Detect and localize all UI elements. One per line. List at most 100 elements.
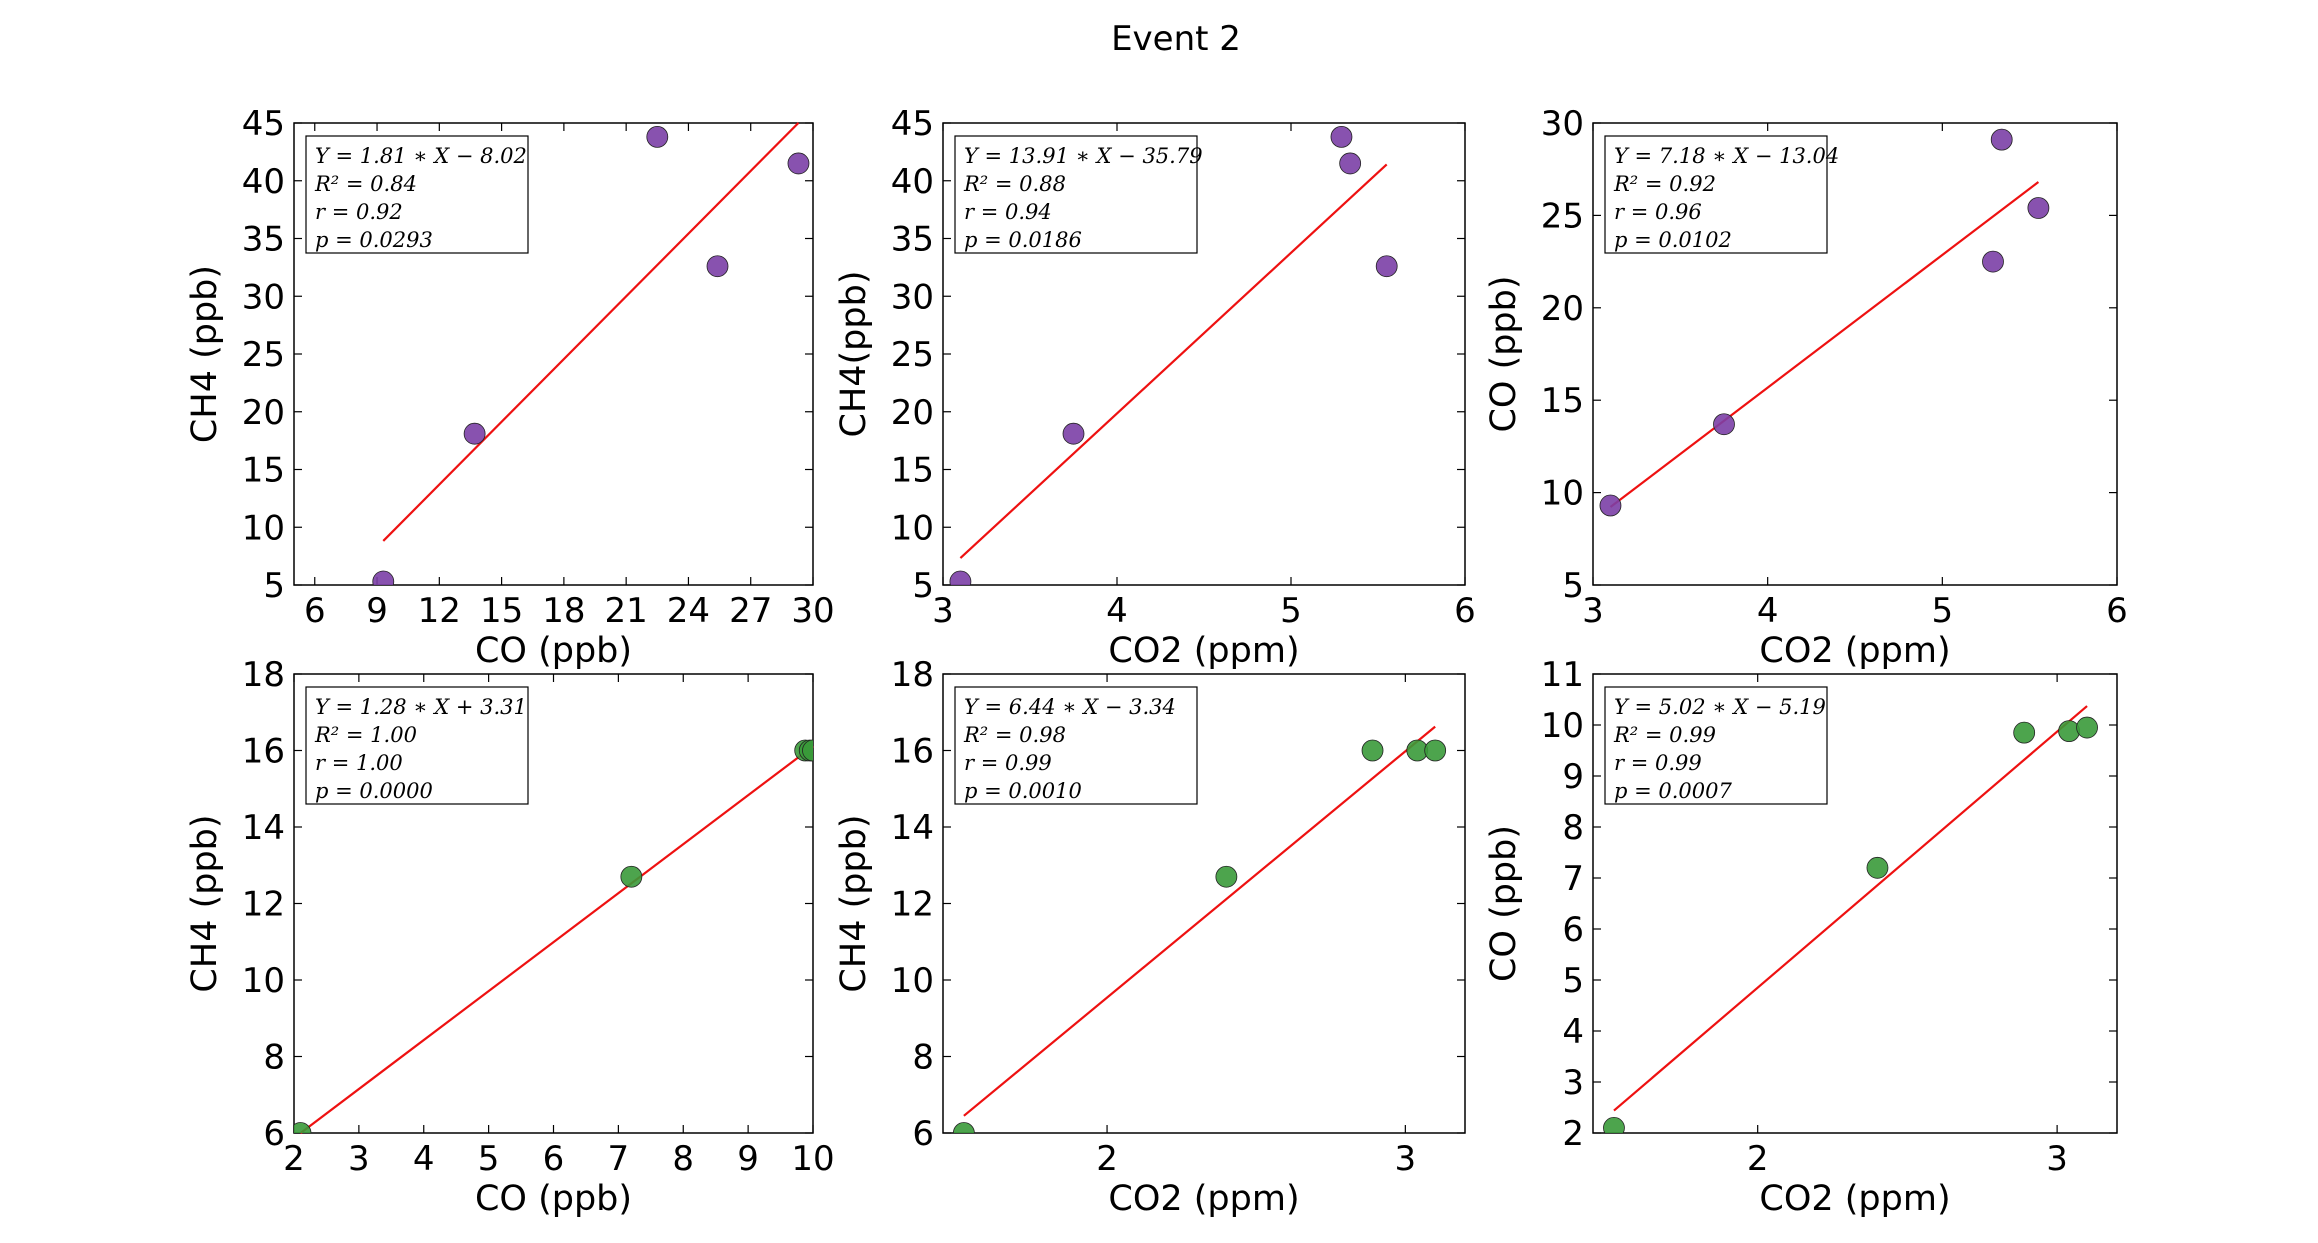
- x-tick-label: 3: [1395, 1139, 1417, 1179]
- y-axis-label: CO (ppb): [1484, 275, 1524, 432]
- x-tick-label: 12: [418, 591, 461, 631]
- x-axis-label: CO2 (ppm): [1108, 1179, 1299, 1219]
- stats-line: p = 0.0000: [315, 779, 433, 803]
- regression-line: [299, 745, 814, 1134]
- y-tick-label: 8: [263, 1038, 285, 1078]
- stats-line: Y = 5.02 ∗ X − 5.19: [1614, 695, 1826, 719]
- x-tick-label: 7: [608, 1139, 630, 1179]
- y-axis-label: CH4(ppb): [834, 271, 874, 438]
- y-tick-label: 12: [242, 885, 285, 925]
- stats-line: Y = 13.91 ∗ X − 35.79: [964, 144, 1203, 168]
- data-point: [952, 1122, 975, 1133]
- stats-box: [305, 686, 529, 805]
- y-tick-label: 10: [242, 508, 285, 548]
- x-tick-label: 3: [348, 1139, 370, 1179]
- x-tick-label: 24: [667, 591, 710, 631]
- x-tick-label: 27: [729, 591, 772, 631]
- stats-line: R² = 0.92: [1613, 172, 1716, 196]
- subplot-4: 2 3 4 5 6 7 8 9 10 6 8 10 12 14 16 18 CO (ppb) CH4 (ppb) Y…: [185, 655, 835, 1219]
- x-tick-label: 9: [737, 1139, 759, 1179]
- data-points: [372, 125, 810, 585]
- x-tick-label: 5: [478, 1139, 500, 1179]
- regression-line: [1613, 705, 2088, 1112]
- data-point: [1062, 422, 1085, 445]
- data-point: [1982, 250, 2004, 273]
- y-tick-label: 20: [1541, 289, 1584, 329]
- data-point: [706, 255, 729, 278]
- data-point: [1990, 128, 2013, 151]
- y-tick-label: 6: [1562, 910, 1584, 950]
- stats-line: p = 0.0102: [1614, 228, 1732, 252]
- y-tick-label: 4: [1562, 1012, 1584, 1052]
- stats-line: R² = 0.99: [1613, 723, 1716, 747]
- y-tick-label: 45: [242, 104, 285, 144]
- y-tick-label: 40: [242, 162, 285, 202]
- data-point: [1424, 739, 1447, 762]
- stats-line: r = 0.94: [964, 200, 1052, 224]
- data-point: [2027, 197, 2050, 219]
- y-tick-label: 16: [242, 732, 285, 772]
- x-axis-label: CO2 (ppm): [1759, 631, 1950, 671]
- data-point: [1599, 494, 1622, 517]
- stats-line: R² = 1.00: [314, 723, 417, 747]
- subplot-5: 2 3 6 8 10 12 14 16 18 CO2 (ppm) CH4 (ppb) Y = 6.44…: [834, 655, 1466, 1219]
- y-tick-label: 14: [891, 808, 934, 848]
- y-tick-label: 7: [1562, 859, 1584, 899]
- data-points: [1603, 716, 2098, 1133]
- data-point: [620, 865, 643, 888]
- stats-line: R² = 0.98: [963, 723, 1066, 747]
- y-tick-label: 18: [891, 655, 934, 695]
- y-tick-label: 10: [891, 961, 934, 1001]
- y-tick-label: 8: [912, 1038, 934, 1078]
- subplot-6: 2 3 2 3 4 5 6 7 8 9 10 11 CO2 (ppm) CO (ppb) Y = 5.02 …: [1484, 655, 2118, 1219]
- y-tick-label: 5: [1562, 961, 1584, 1001]
- data-points: [294, 739, 813, 1133]
- stats-line: R² = 0.84: [314, 172, 417, 196]
- data-point: [2076, 716, 2098, 739]
- stats-line: r = 0.99: [1614, 751, 1702, 775]
- data-point: [372, 570, 395, 585]
- stats-box: [305, 135, 529, 254]
- data-points: [949, 125, 1398, 585]
- x-tick-label: 4: [413, 1139, 435, 1179]
- regression-line: [959, 163, 1388, 559]
- data-points: [952, 739, 1447, 1133]
- stats-line: R² = 0.88: [963, 172, 1066, 196]
- y-tick-label: 15: [891, 451, 934, 491]
- stats-line: p = 0.0186: [964, 228, 1082, 252]
- data-point: [949, 570, 972, 585]
- stats-line: Y = 1.28 ∗ X + 3.31: [315, 695, 527, 719]
- subplot-1: 6 9 12 15 18 21 24 27 30 5 10 15 20 25 30 35 40 45 CO (ppb…: [185, 104, 835, 671]
- y-tick-label: 10: [891, 508, 934, 548]
- y-tick-label: 35: [242, 220, 285, 260]
- y-tick-label: 15: [1541, 381, 1584, 421]
- y-tick-label: 14: [242, 808, 285, 848]
- data-point: [802, 739, 813, 762]
- x-tick-label: 2: [1747, 1139, 1769, 1179]
- x-tick-label: 10: [791, 1139, 834, 1179]
- y-tick-label: 35: [891, 220, 934, 260]
- y-axis-label: CH4 (ppb): [834, 814, 874, 992]
- stats-box: [954, 686, 1198, 805]
- stats-line: Y = 1.81 ∗ X − 8.02: [315, 144, 527, 168]
- y-tick-label: 25: [242, 335, 285, 375]
- data-point: [294, 1122, 312, 1133]
- x-tick-label: 21: [605, 591, 648, 631]
- x-tick-label: 3: [1582, 591, 1604, 631]
- x-axis-label: CO (ppb): [475, 1179, 632, 1219]
- x-tick-label: 3: [932, 591, 954, 631]
- y-tick-label: 5: [1562, 566, 1584, 606]
- y-tick-label: 9: [1562, 757, 1584, 797]
- data-point: [1713, 413, 1735, 436]
- regression-line: [963, 725, 1436, 1117]
- y-tick-label: 12: [891, 885, 934, 925]
- stats-line: p = 0.0293: [315, 228, 433, 252]
- x-tick-label: 8: [672, 1139, 694, 1179]
- x-tick-label: 6: [1454, 591, 1476, 631]
- stats-line: r = 0.92: [315, 200, 403, 224]
- y-tick-label: 2: [1562, 1114, 1584, 1154]
- y-tick-label: 11: [1541, 655, 1584, 695]
- y-tick-label: 25: [891, 335, 934, 375]
